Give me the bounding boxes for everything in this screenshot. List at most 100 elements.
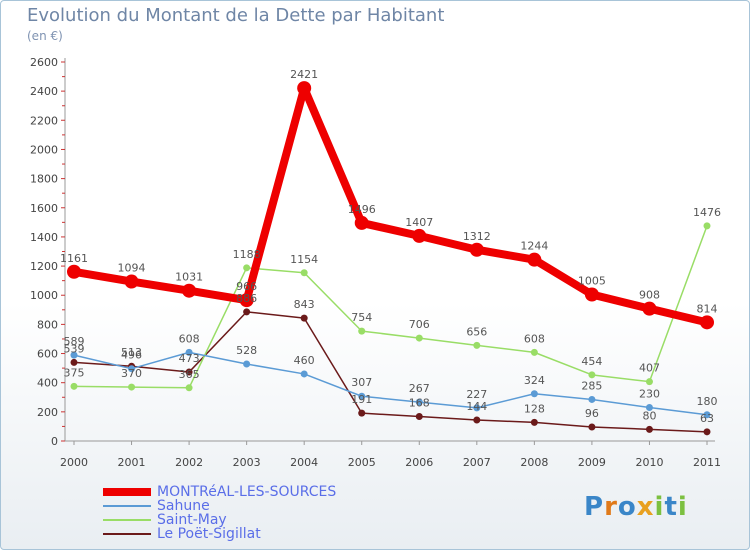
- legend-label: Sahune: [157, 498, 210, 514]
- x-tick-label: 2011: [693, 456, 721, 469]
- y-tick-label: 0: [51, 435, 58, 448]
- data-label: 63: [700, 412, 714, 425]
- data-label: 285: [581, 379, 602, 392]
- data-point: [645, 403, 653, 411]
- y-tick-label: 800: [37, 318, 58, 331]
- data-label: 180: [697, 395, 718, 408]
- data-point: [243, 360, 251, 368]
- data-label: 886: [236, 292, 257, 305]
- data-point: [703, 222, 711, 230]
- data-label: 1312: [463, 230, 491, 243]
- data-point: [354, 215, 369, 230]
- data-point: [530, 418, 538, 426]
- data-label: 496: [121, 349, 142, 362]
- data-label: 814: [697, 302, 718, 315]
- data-label: 528: [236, 344, 257, 357]
- data-label: 191: [351, 393, 372, 406]
- data-label: 656: [466, 325, 487, 338]
- data-label: 267: [409, 382, 430, 395]
- data-label: 473: [179, 352, 200, 365]
- data-label: 1188: [233, 248, 261, 261]
- data-point: [645, 425, 653, 433]
- data-point: [358, 409, 366, 417]
- data-point: [588, 423, 596, 431]
- data-point: [584, 287, 599, 302]
- data-label: 843: [294, 298, 315, 311]
- legend-swatch: [103, 533, 151, 535]
- data-label: 307: [351, 376, 372, 389]
- data-label: 1496: [348, 203, 376, 216]
- data-label: 608: [179, 332, 200, 345]
- legend-item: Le Poët-Sigillat: [103, 527, 336, 541]
- data-point: [70, 351, 78, 359]
- data-point: [358, 327, 366, 335]
- data-label: 589: [64, 335, 85, 348]
- x-tick-label: 2010: [635, 456, 663, 469]
- y-tick-label: 1400: [30, 231, 58, 244]
- data-point: [182, 283, 197, 298]
- data-label: 227: [466, 388, 487, 401]
- data-point: [185, 368, 193, 376]
- brand-logo: Proxiti: [584, 492, 688, 522]
- data-point: [185, 348, 193, 356]
- data-point: [300, 314, 308, 322]
- data-point: [530, 348, 538, 356]
- data-label: 1407: [405, 216, 433, 229]
- data-point: [473, 416, 481, 424]
- data-point: [469, 242, 484, 257]
- series-line: [73, 351, 708, 416]
- data-point: [473, 341, 481, 349]
- legend-swatch: [103, 488, 151, 496]
- data-point: [415, 334, 423, 342]
- data-point: [415, 413, 423, 421]
- data-point: [527, 252, 542, 267]
- y-tick-label: 400: [37, 377, 58, 390]
- chart-title: Evolution du Montant de la Dette par Hab…: [27, 5, 445, 26]
- legend: MONTRéAL-LES-SOURCES Sahune Saint-May Le Po…: [103, 485, 336, 541]
- x-tick-label: 2000: [60, 456, 88, 469]
- data-label: 706: [409, 318, 430, 331]
- data-label: 365: [179, 368, 200, 381]
- data-point: [703, 411, 711, 419]
- y-tick-label: 200: [37, 406, 58, 419]
- data-label: 460: [294, 354, 315, 367]
- y-tick-label: 1000: [30, 289, 58, 302]
- data-label: 324: [524, 374, 545, 387]
- data-label: 128: [524, 402, 545, 415]
- data-label: 454: [581, 355, 602, 368]
- data-label: 1154: [290, 253, 318, 266]
- data-point: [642, 301, 657, 316]
- y-tick-label: 2400: [30, 85, 58, 98]
- data-label: 168: [409, 397, 430, 410]
- data-point: [70, 358, 78, 366]
- data-point: [700, 315, 714, 330]
- x-tick-label: 2003: [233, 456, 261, 469]
- data-label: 1031: [175, 271, 203, 284]
- data-point: [185, 384, 193, 392]
- data-point: [358, 392, 366, 400]
- data-point: [588, 395, 596, 403]
- legend-swatch: [103, 505, 151, 507]
- data-label: 1005: [578, 275, 606, 288]
- data-point: [473, 404, 481, 412]
- legend-label: Le Poët-Sigillat: [157, 526, 261, 542]
- series-line: [73, 225, 708, 389]
- data-point: [67, 264, 81, 279]
- data-point: [243, 264, 251, 272]
- data-point: [703, 428, 711, 436]
- x-tick-label: 2005: [348, 456, 376, 469]
- x-tick-label: 2006: [405, 456, 433, 469]
- data-point: [297, 81, 312, 96]
- data-label: 1476: [693, 206, 721, 219]
- data-point: [243, 308, 251, 316]
- series-line: [73, 84, 708, 327]
- chart-subtitle: (en €): [27, 29, 63, 43]
- y-tick-label: 1200: [30, 260, 58, 273]
- legend-item: Sahune: [103, 499, 336, 513]
- y-tick-label: 2000: [30, 143, 58, 156]
- legend-label: Saint-May: [157, 512, 227, 528]
- legend-item: MONTRéAL-LES-SOURCES: [103, 485, 336, 499]
- data-label: 539: [64, 342, 85, 355]
